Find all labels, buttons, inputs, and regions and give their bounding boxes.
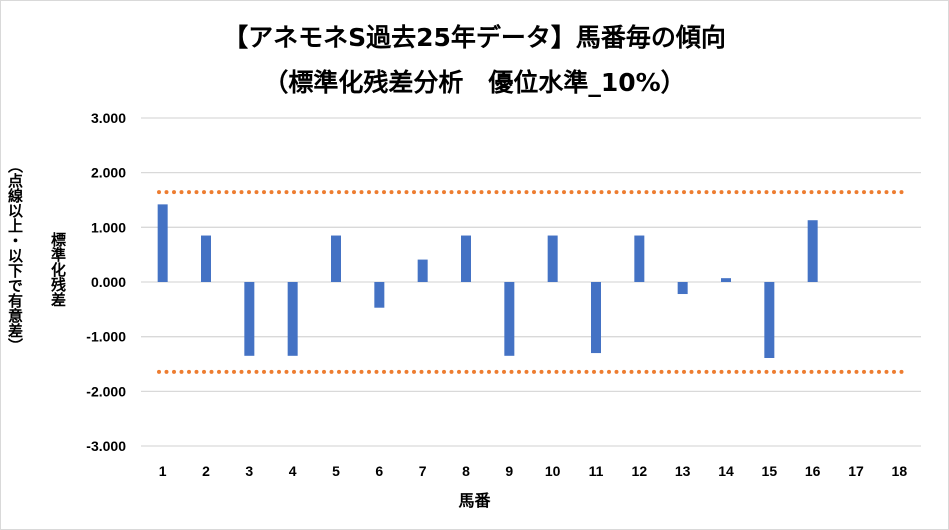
y-tick-label: -1.000 (86, 329, 126, 345)
x-tick-label: 17 (848, 463, 864, 479)
x-tick-label: 11 (589, 463, 604, 479)
x-tick-label: 14 (718, 463, 734, 479)
x-tick-label: 3 (245, 463, 253, 479)
bar-13 (677, 282, 688, 295)
x-tick-label: 13 (675, 463, 691, 479)
x-tick-label: 10 (545, 463, 561, 479)
bar-2 (201, 235, 211, 282)
x-tick-label: 7 (419, 463, 427, 479)
x-tick-label: 1 (159, 463, 167, 479)
x-tick-label: 2 (202, 463, 210, 479)
bar-11 (591, 282, 601, 354)
y-tick-label: 2.000 (91, 165, 126, 181)
x-tick-label: 15 (762, 463, 778, 479)
bar-14 (721, 278, 731, 282)
x-tick-label: 16 (805, 463, 821, 479)
bar-10 (547, 235, 558, 282)
y-axis-title: 標準化残差 (49, 232, 67, 307)
x-tick-label: 5 (332, 463, 340, 479)
y-tick-label: 3.000 (91, 110, 126, 126)
x-tick-label: 6 (375, 463, 383, 479)
bar-6 (374, 282, 385, 308)
x-tick-label: 4 (289, 463, 297, 479)
y-tick-label: 0.000 (91, 274, 126, 290)
y-tick-label: -2.000 (86, 383, 126, 399)
bar-12 (634, 235, 645, 282)
chart-title: 【アネモネS過去25年データ】馬番毎の傾向 (223, 23, 726, 52)
bar-9 (504, 282, 515, 356)
bar-7 (417, 259, 428, 282)
bar-1 (157, 204, 168, 282)
x-axis-title: 馬番 (458, 491, 491, 510)
x-tick-label: 8 (462, 463, 470, 479)
bar-15 (764, 282, 775, 358)
y-tick-label: -3.000 (86, 438, 126, 454)
x-tick-label: 9 (505, 463, 513, 479)
y-axis-note: （点線以上・以下で有意差） (6, 158, 24, 353)
chart-subtitle: （標準化残差分析 優位水準_10%） (263, 68, 686, 97)
x-tick-label: 18 (892, 463, 908, 479)
bar-4 (287, 282, 298, 356)
y-tick-label: 1.000 (91, 219, 126, 235)
bar-5 (331, 235, 341, 282)
bar-3 (244, 282, 255, 356)
bar-16 (807, 220, 818, 282)
bar-8 (461, 235, 471, 282)
x-tick-label: 12 (632, 463, 648, 479)
